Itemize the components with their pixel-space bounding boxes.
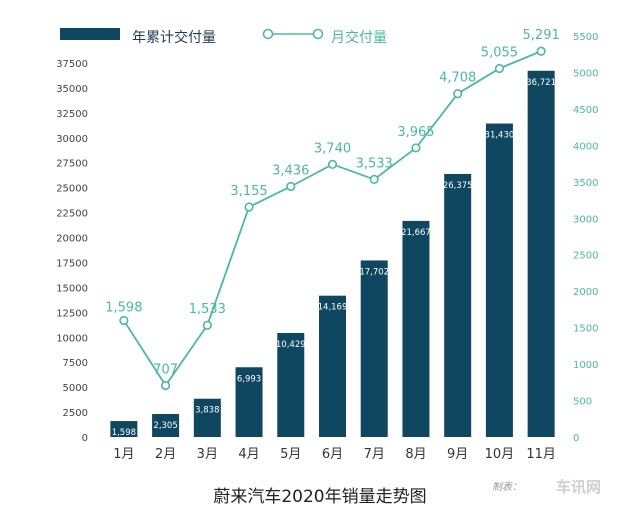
bar-value-label: 31,430 [485,131,515,141]
x-tick-label: 6月 [322,447,343,462]
chart-title: 蔚来汽车2020年销量走势图 [213,487,427,507]
bar-value-label: 14,169 [318,303,348,313]
bar-value-label: 6,993 [237,374,261,384]
x-tick-label: 1月 [113,447,134,462]
y-right-tick-label: 1500 [573,324,598,335]
y-right-tick-label: 5500 [573,32,598,43]
y-left-tick-label: 32500 [56,109,88,120]
legend-bar-label: 年累计交付量 [132,30,216,46]
bar [319,295,346,437]
y-left-tick-label: 37500 [56,59,88,70]
line-point [244,202,254,212]
y-left-tick-label: 2500 [63,408,88,419]
line-value-label: 4,708 [439,71,476,86]
y-left-tick-label: 30000 [56,134,88,145]
legend-line-label: 月交付量 [331,30,387,46]
x-tick-label: 4月 [238,447,259,462]
line-value-label: 5,055 [481,45,518,60]
line-point [494,63,505,74]
line-point [369,174,379,185]
bar [527,70,555,437]
y-left-tick-label: 12500 [56,308,88,319]
y-right-tick-label: 4500 [573,105,598,116]
watermark-logo: 车讯网 [556,478,602,496]
bar [110,421,138,437]
bar-value-label: 1,598 [112,428,136,438]
line-point [536,46,546,56]
y-left-tick-label: 10000 [56,333,88,344]
line-point [411,143,421,153]
line-value-label: 1,598 [105,300,142,315]
y-right-tick-label: 5000 [573,68,598,79]
bar-value-label: 3,838 [195,406,219,416]
bar [360,260,388,437]
bar [402,220,430,437]
y-left-tick-label: 0 [82,433,88,444]
bar-value-label: 36,721 [526,78,556,88]
y-left-tick-label: 20000 [56,234,88,245]
y-right-tick-label: 2500 [573,251,598,262]
line-point [160,380,171,391]
line-point [327,159,338,169]
x-tick-label: 10月 [485,447,515,462]
line-point [453,89,463,99]
bar-value-label: 17,702 [359,267,389,277]
y-left-tick-label: 15000 [56,283,88,294]
credit-text: 制表： [492,482,522,493]
y-right-tick-label: 3000 [573,214,598,225]
y-right-tick-label: 4000 [573,141,598,152]
bar-value-label: 10,429 [276,340,306,350]
y-right-tick-label: 1000 [573,360,598,371]
line-value-label: 3,533 [356,156,393,171]
line-value-label: 3,436 [272,163,309,178]
x-tick-label: 5月 [280,447,301,462]
y-left-tick-label: 25000 [56,184,88,195]
bar-value-label: 26,375 [443,181,473,191]
bar [444,173,472,437]
line-value-label: 1,533 [189,302,226,317]
x-tick-label: 9月 [447,447,468,462]
line-value-label: 3,740 [314,141,351,156]
line-value-label: 707 [153,362,178,377]
line-value-label: 3,965 [397,125,434,140]
y-right-tick-label: 3500 [573,178,598,189]
line-point [119,315,129,326]
bar-value-label: 2,305 [153,421,177,431]
y-left-tick-label: 17500 [56,258,88,269]
bar [277,332,305,437]
bar [235,367,263,437]
x-tick-label: 8月 [405,447,426,462]
bar [485,123,513,437]
y-right-tick-label: 2000 [573,287,598,298]
y-right-tick-label: 0 [573,433,579,444]
bar [193,398,221,437]
y-left-tick-label: 22500 [56,209,88,220]
x-tick-label: 3月 [197,447,218,462]
line-value-label: 3,155 [230,184,267,199]
y-right-tick-label: 500 [573,397,592,408]
y-left-tick-label: 7500 [63,358,88,369]
y-left-tick-label: 35000 [56,84,88,95]
legend-bar-swatch [60,28,120,40]
line-point [286,181,296,192]
y-left-tick-label: 5000 [63,383,88,394]
legend-line-marker [312,28,324,40]
x-tick-label: 7月 [364,447,385,462]
bar-value-label: 21,667 [401,228,431,238]
bar [152,414,180,437]
x-tick-label: 2月 [155,447,176,462]
line-point [202,320,212,330]
x-tick-label: 11月 [526,447,556,462]
line-value-label: 5,291 [523,28,560,43]
legend-line-marker [262,28,274,40]
y-left-tick-label: 27500 [56,159,88,170]
